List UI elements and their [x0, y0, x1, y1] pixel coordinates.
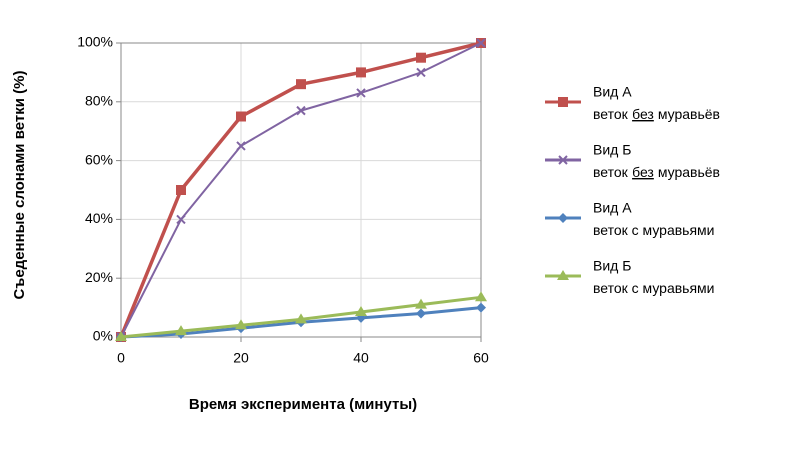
marker-shape [296, 79, 306, 90]
marker-shape [416, 52, 426, 63]
marker-shape [475, 291, 487, 302]
marker-shape [235, 319, 247, 330]
marker-shape [355, 306, 367, 317]
y-tick-label: 80% [85, 93, 113, 109]
legend-name: Вид А [593, 84, 632, 100]
marker [416, 52, 426, 63]
marker-shape [176, 214, 186, 225]
marker [295, 313, 307, 324]
legend-marker [557, 270, 569, 280]
marker-shape [176, 185, 186, 195]
legend-label-part: веток с муравьями [593, 280, 715, 296]
legend-label-part: муравьёв [658, 106, 720, 122]
y-tick-label: 20% [85, 269, 113, 285]
marker [475, 291, 487, 302]
x-axis-title: Время эксперимента (минуты) [189, 396, 417, 413]
marker-shape [476, 38, 486, 48]
marker [476, 38, 486, 48]
marker [236, 141, 246, 151]
marker-shape [415, 298, 427, 309]
marker-shape [558, 155, 568, 165]
marker [415, 298, 427, 309]
marker-shape [356, 88, 366, 98]
marker-shape [296, 105, 306, 116]
marker-shape [558, 97, 568, 107]
legend-label-part: без [632, 106, 654, 122]
y-tick-label: 40% [85, 210, 113, 226]
marker [236, 111, 246, 122]
plot-border [120, 42, 482, 338]
marker-shape [356, 67, 366, 78]
marker-shape [115, 331, 127, 341]
marker [176, 214, 186, 225]
legend-label: веток без муравьёв [593, 106, 720, 122]
marker-shape [558, 213, 568, 223]
x-tick-label: 20 [233, 350, 249, 366]
x-tick-label: 0 [117, 350, 125, 366]
y-tick-label: 60% [85, 151, 113, 167]
marker [115, 331, 127, 341]
marker-shape [416, 308, 426, 319]
legend-label: веток с муравьями [593, 222, 715, 238]
legend-marker [558, 97, 568, 107]
marker-shape [236, 111, 246, 122]
marker [416, 308, 426, 319]
legend-label-part: веток [593, 164, 629, 180]
marker [476, 302, 486, 313]
marker [176, 185, 186, 195]
legend-marker [558, 155, 568, 165]
legend-name: Вид Б [593, 142, 631, 158]
y-axis-title: Съеденные слонами ветки (%) [11, 71, 28, 300]
marker-shape [175, 325, 187, 336]
marker [175, 325, 187, 336]
legend-label: веток без муравьёв [593, 164, 720, 180]
marker [296, 105, 306, 116]
legend-label-part: веток с муравьями [593, 222, 715, 238]
marker-shape [236, 141, 246, 151]
marker-shape [416, 67, 426, 78]
marker [416, 67, 426, 78]
legend-label-part: без [632, 164, 654, 180]
marker [356, 67, 366, 78]
legend-name: Вид А [593, 200, 632, 216]
legend-name: Вид Б [593, 258, 631, 274]
marker [235, 319, 247, 330]
marker [356, 88, 366, 98]
marker [355, 306, 367, 317]
legend-marker [558, 213, 568, 223]
y-tick-label: 0% [93, 328, 113, 344]
marker-shape [295, 313, 307, 324]
legend-label-part: муравьёв [658, 164, 720, 180]
legend-label-part: веток [593, 106, 629, 122]
marker-shape [557, 270, 569, 280]
y-tick-label: 100% [77, 34, 113, 50]
x-tick-label: 60 [473, 350, 489, 366]
x-tick-label: 40 [353, 350, 369, 366]
marker [296, 79, 306, 90]
marker-shape [476, 302, 486, 313]
legend-label: веток с муравьями [593, 280, 715, 296]
